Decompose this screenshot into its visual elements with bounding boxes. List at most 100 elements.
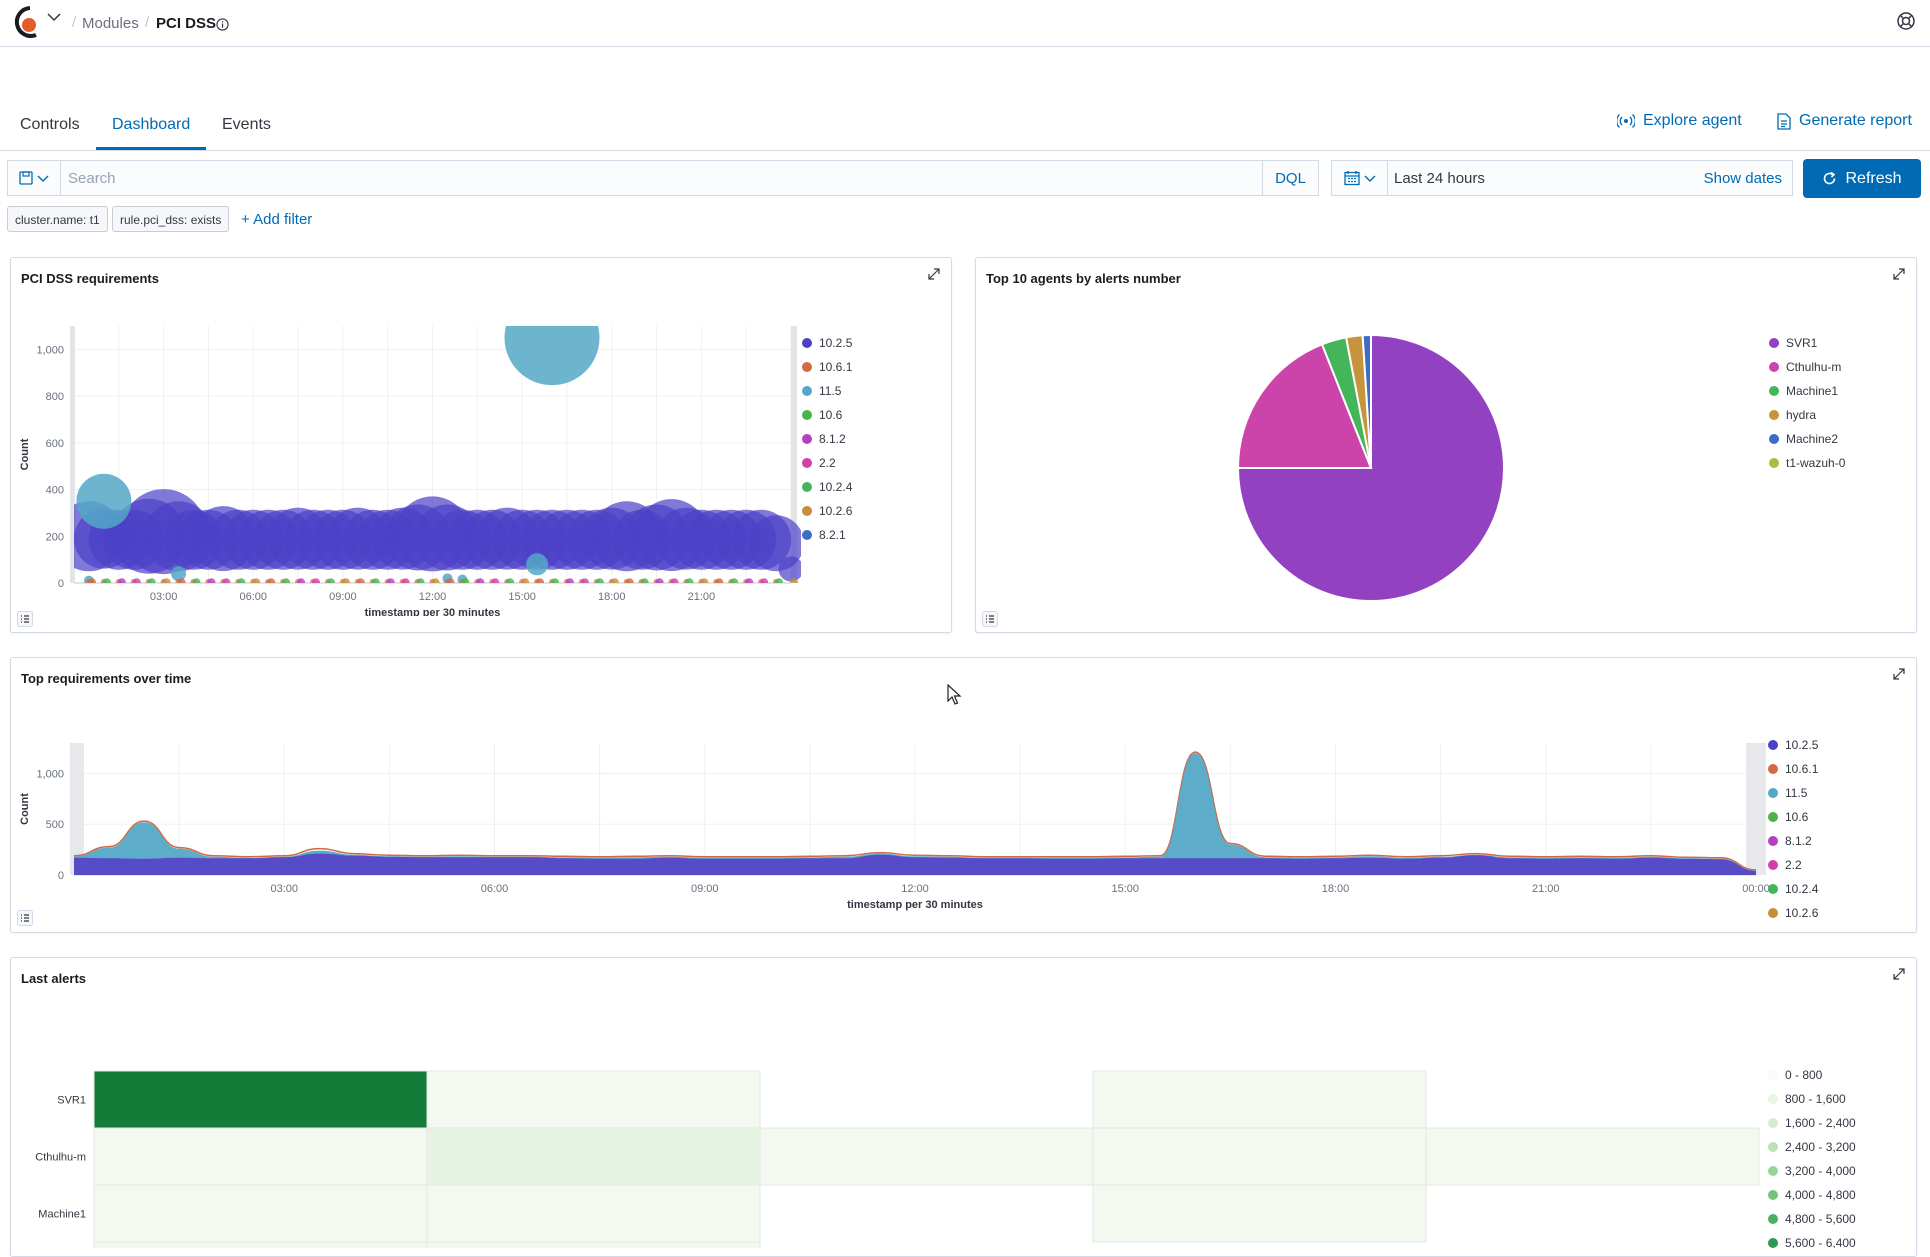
- legend-swatch: [1768, 740, 1778, 750]
- legend-swatch: [1768, 788, 1778, 798]
- bubble-point: [760, 578, 769, 583]
- filter-pill-rule-pci-dss[interactable]: rule.pci_dss: exists: [112, 206, 230, 232]
- legend-swatch: [1769, 362, 1779, 372]
- breadcrumb-current: PCI DSS: [156, 15, 217, 32]
- info-icon[interactable]: [216, 18, 229, 31]
- legend-swatch: [1768, 1070, 1778, 1080]
- chevron-down-icon: [1364, 175, 1375, 182]
- show-dates-button[interactable]: Show dates: [1703, 170, 1782, 187]
- legend-label: 11.5: [819, 384, 842, 398]
- bubble-point: [282, 578, 291, 583]
- y-axis-band: [70, 743, 84, 875]
- tab-dashboard[interactable]: Dashboard: [112, 116, 191, 133]
- bubble-point: [192, 578, 201, 583]
- legend-swatch: [1768, 1238, 1778, 1248]
- explore-agent-link[interactable]: Explore agent: [1617, 112, 1742, 130]
- legend-swatch: [1768, 812, 1778, 822]
- heatmap-cell: [93, 1070, 428, 1129]
- bubble-point: [778, 556, 801, 582]
- heatmap-cell: [1092, 1070, 1427, 1129]
- x-axis-label: timestamp per 30 minutes: [365, 607, 501, 616]
- expand-icon[interactable]: [1890, 265, 1908, 283]
- pie-slice: [1361, 333, 1372, 469]
- panel-title: Last alerts: [21, 971, 87, 986]
- y-tick-label: 500: [46, 819, 64, 831]
- tab-events[interactable]: Events: [222, 116, 271, 133]
- heatmap-cell: [1425, 1127, 1760, 1186]
- list-icon[interactable]: [17, 910, 33, 926]
- bubble-point: [401, 578, 410, 583]
- legend-label: 800 - 1,600: [1785, 1092, 1846, 1106]
- list-icon[interactable]: [17, 611, 33, 627]
- heatmap-cell: [426, 1070, 761, 1129]
- chevron-down-icon[interactable]: [46, 10, 62, 26]
- saved-query-menu[interactable]: [8, 161, 61, 195]
- breadcrumb-modules[interactable]: Modules: [82, 15, 139, 32]
- legend-swatch: [1768, 1142, 1778, 1152]
- legend-swatch: [802, 530, 812, 540]
- legend-label: 10.2.6: [819, 504, 853, 518]
- heatmap-row-label: SVR1: [57, 1095, 86, 1107]
- expand-icon[interactable]: [1890, 665, 1908, 683]
- bubble-group: [74, 326, 801, 583]
- panel-title: PCI DSS requirements: [21, 271, 159, 286]
- heatmap-row-label: Cthulhu-m: [35, 1152, 86, 1164]
- legend-swatch: [802, 506, 812, 516]
- bubble-point: [207, 578, 216, 583]
- filter-pill-cluster-name[interactable]: cluster.name: t1: [7, 206, 108, 232]
- refresh-label: Refresh: [1845, 169, 1902, 187]
- y-tick-label: 200: [46, 531, 64, 543]
- legend-label: 0 - 800: [1785, 1068, 1823, 1082]
- active-tab-indicator: [96, 147, 206, 150]
- bubble-point: [162, 578, 171, 583]
- date-picker: Last 24 hours Show dates: [1331, 160, 1793, 196]
- bubble-point: [132, 578, 141, 583]
- legend-label: 11.5: [1785, 786, 1808, 800]
- bubble-point: [297, 578, 306, 583]
- x-tick-label: 21:00: [1532, 883, 1560, 895]
- refresh-button[interactable]: Refresh: [1803, 159, 1921, 198]
- legend-swatch: [802, 434, 812, 444]
- legend-swatch: [1768, 1214, 1778, 1224]
- legend-label: 10.2.4: [819, 480, 853, 494]
- top-requirements-over-time-panel: Top requirements over time 0 500 1,000 03:0…: [10, 657, 1917, 933]
- y-axis-label: Count: [19, 793, 31, 825]
- bubble-point: [371, 578, 380, 583]
- quick-select-button[interactable]: [1332, 161, 1388, 195]
- bubble-point: [610, 578, 619, 583]
- x-tick-label: 12:00: [419, 591, 447, 603]
- bubble-point: [76, 473, 132, 529]
- legend-swatch: [1768, 1118, 1778, 1128]
- legend-label: 8.1.2: [1785, 834, 1812, 848]
- bubble-point: [461, 578, 470, 583]
- save-icon: [19, 171, 33, 185]
- series-area: [74, 853, 1756, 875]
- app-logo-icon[interactable]: [10, 5, 40, 39]
- legend-label: hydra: [1786, 408, 1816, 422]
- legend-label: 2.2: [819, 456, 836, 470]
- legend-label: 8.2.1: [819, 528, 846, 542]
- legend-swatch: [1768, 884, 1778, 894]
- legend-swatch: [1768, 860, 1778, 870]
- expand-icon[interactable]: [1890, 965, 1908, 983]
- help-icon[interactable]: [1896, 11, 1916, 31]
- tab-controls[interactable]: Controls: [20, 116, 80, 133]
- time-range-label[interactable]: Last 24 hours: [1394, 170, 1485, 187]
- query-language-button[interactable]: DQL: [1262, 161, 1318, 195]
- pie-slice: [1236, 343, 1373, 469]
- bubble-point: [267, 578, 276, 583]
- generate-report-link[interactable]: Generate report: [1777, 112, 1912, 130]
- legend-label: 2,400 - 3,200: [1785, 1140, 1856, 1154]
- legend-label: 3,200 - 4,000: [1785, 1164, 1856, 1178]
- search-input[interactable]: Search: [68, 170, 116, 187]
- expand-icon[interactable]: [925, 265, 943, 283]
- add-filter-button[interactable]: + Add filter: [241, 211, 313, 228]
- heatmap-cell: [93, 1127, 428, 1186]
- list-icon[interactable]: [982, 611, 998, 627]
- legend-label: SVR1: [1786, 336, 1818, 350]
- heatmap-cell: [93, 1241, 428, 1248]
- legend-swatch: [802, 386, 812, 396]
- heatmap-cell: [426, 1184, 761, 1243]
- legend-swatch: [1768, 1094, 1778, 1104]
